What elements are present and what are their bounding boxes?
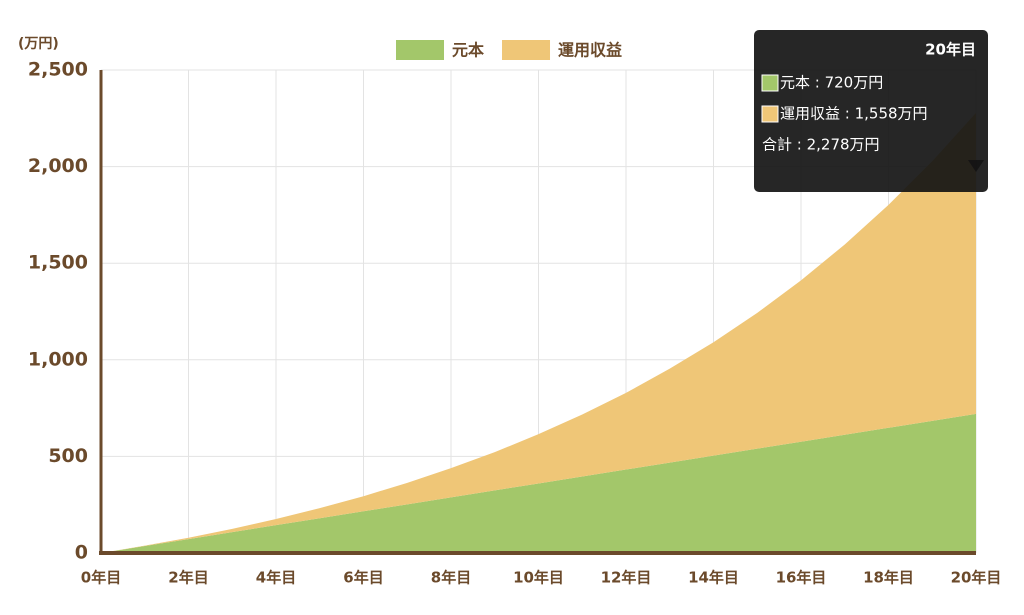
tooltip-swatch bbox=[761, 74, 779, 92]
tooltip-box bbox=[754, 30, 988, 192]
x-tick-label: 18年目 bbox=[863, 569, 914, 587]
legend-swatch bbox=[396, 40, 444, 60]
x-tick-label: 20年目 bbox=[951, 569, 1002, 587]
x-tick-label: 8年目 bbox=[431, 569, 471, 587]
tooltip-line: 合計 : 2,278万円 bbox=[762, 136, 880, 154]
y-tick-label: 2,000 bbox=[28, 155, 88, 177]
x-tick-label: 4年目 bbox=[256, 569, 296, 587]
y-tick-label: 2,500 bbox=[28, 59, 88, 81]
y-tick-label: 1,000 bbox=[28, 348, 88, 370]
legend-label: 運用収益 bbox=[558, 41, 622, 60]
x-tick-label: 14年目 bbox=[688, 569, 739, 587]
legend-swatch bbox=[502, 40, 551, 60]
tooltip-swatch bbox=[761, 105, 779, 123]
tooltip-line: 元本 : 720万円 bbox=[780, 74, 883, 92]
x-tick-label: 10年目 bbox=[513, 569, 564, 587]
x-tick-label: 6年目 bbox=[343, 569, 383, 587]
x-tick-label: 2年目 bbox=[168, 569, 208, 587]
tooltip-title: 20年目 bbox=[925, 41, 976, 59]
y-tick-label: 0 bbox=[75, 542, 88, 564]
y-tick-label: 500 bbox=[48, 445, 88, 467]
x-tick-label: 12年目 bbox=[601, 569, 652, 587]
tooltip-line: 運用収益 : 1,558万円 bbox=[780, 105, 928, 123]
y-tick-label: 1,500 bbox=[28, 252, 88, 274]
legend-label: 元本 bbox=[452, 41, 484, 60]
area bbox=[101, 112, 976, 553]
y-unit: (万円) bbox=[18, 36, 59, 52]
tooltip-pointer bbox=[968, 160, 984, 172]
x-tick-label: 16年目 bbox=[776, 569, 827, 587]
x-tick-label: 0年目 bbox=[81, 569, 121, 587]
